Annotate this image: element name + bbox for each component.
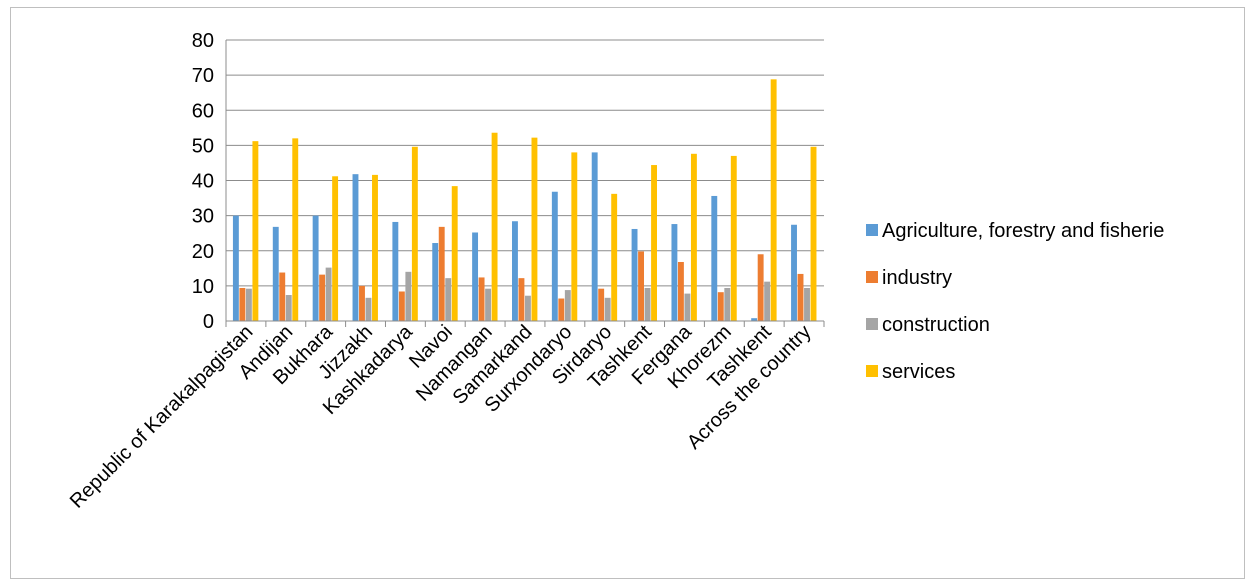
- bar: [551, 191, 558, 321]
- bar: [764, 281, 771, 321]
- bar: [644, 287, 651, 321]
- y-tick-label: 50: [192, 135, 214, 157]
- bar: [472, 232, 479, 321]
- bar: [770, 79, 777, 321]
- bar: [604, 297, 611, 321]
- bar: [312, 215, 319, 321]
- legend-label: industry: [882, 267, 952, 289]
- bar: [325, 267, 332, 321]
- y-tick-label: 70: [192, 65, 214, 87]
- bar: [751, 318, 758, 321]
- bar: [671, 224, 678, 321]
- x-tick-label: Republic of Karakalpagistan: [66, 321, 258, 513]
- bar: [651, 165, 657, 321]
- y-tick-label: 30: [192, 206, 214, 228]
- bar: [611, 193, 618, 321]
- bar: [730, 155, 737, 321]
- bar: [485, 288, 492, 321]
- bar: [571, 152, 578, 321]
- bar: [804, 287, 810, 321]
- bar: [239, 287, 246, 321]
- bar: [411, 146, 418, 321]
- bar: [432, 243, 439, 321]
- chart-frame: [10, 7, 1245, 579]
- y-tick-label: 80: [192, 30, 214, 52]
- bar: [272, 226, 279, 321]
- bar: [797, 273, 804, 321]
- bar: [292, 138, 299, 321]
- bar: [518, 278, 525, 321]
- x-axis-ticks: Republic of KarakalpagistanAndijanBukhar…: [66, 320, 816, 512]
- bar: [445, 278, 452, 321]
- legend-swatch: [866, 224, 878, 236]
- y-tick-label: 20: [192, 241, 214, 263]
- bar: [398, 291, 405, 321]
- bar: [365, 297, 372, 321]
- bar: [279, 272, 286, 321]
- axes: [225, 40, 825, 327]
- bar: [491, 132, 498, 321]
- bar: [724, 287, 731, 321]
- legend: Agriculture, forestry and fisherie indust…: [866, 220, 1164, 383]
- bar: [564, 290, 571, 321]
- bar: [591, 152, 598, 321]
- bar: [245, 288, 252, 321]
- legend-swatch: [866, 318, 878, 330]
- bar: [810, 146, 817, 321]
- bar: [684, 293, 691, 321]
- bar: [285, 295, 292, 321]
- y-tick-label: 60: [192, 100, 214, 122]
- legend-label: services: [882, 361, 955, 383]
- bar: [319, 274, 326, 321]
- bar: [512, 221, 518, 321]
- bar: [451, 186, 458, 321]
- bar: [690, 153, 697, 321]
- legend-swatch: [866, 271, 878, 283]
- bar: [791, 224, 797, 321]
- bar: [232, 215, 239, 321]
- bar: [332, 176, 339, 321]
- y-tick-label: 0: [203, 311, 214, 333]
- legend-swatch: [866, 365, 878, 377]
- y-tick-label: 10: [192, 276, 214, 298]
- bar: [598, 288, 605, 321]
- bar: [352, 174, 359, 321]
- bar: [531, 137, 538, 321]
- bar: [405, 271, 412, 321]
- bar: [711, 195, 718, 321]
- bar: [252, 141, 259, 321]
- bar: [757, 254, 764, 321]
- bar: [677, 261, 684, 321]
- bar: [638, 251, 644, 321]
- bar: [359, 285, 365, 321]
- bar: [717, 292, 724, 321]
- bar: [558, 298, 565, 321]
- legend-label: Agriculture, forestry and fisherie: [882, 220, 1164, 242]
- bar: [372, 174, 378, 321]
- bar: [478, 277, 485, 321]
- y-tick-label: 40: [192, 171, 214, 193]
- bars: [232, 79, 817, 321]
- bar: [438, 226, 445, 321]
- bar: [631, 228, 638, 321]
- legend-label: construction: [882, 314, 990, 336]
- y-axis-ticks: 0 10 20 30 40 50 60 70 80: [192, 30, 214, 333]
- bar: [392, 221, 399, 321]
- bar: [525, 295, 531, 321]
